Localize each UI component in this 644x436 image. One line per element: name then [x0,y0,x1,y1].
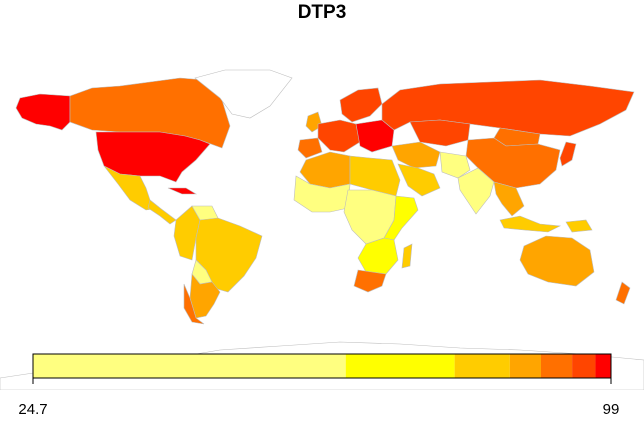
region-europe-west [317,119,361,153]
region-southern-africa [357,237,399,275]
legend-bin-1 [33,354,346,378]
region-canada [69,77,231,149]
region-new-zealand [615,281,631,305]
legend-bins [33,354,611,378]
region-new-guinea [565,219,593,233]
region-south-africa [353,269,387,293]
legend-min-label: 24.7 [18,401,47,418]
region-cuba [167,187,198,195]
region-greenland [194,69,293,119]
region-pakistan-afg [439,151,471,179]
map-title: DTP3 [297,2,347,23]
legend-bin-5 [540,354,573,378]
region-east-africa [383,195,419,241]
legend-bin-4 [509,354,541,378]
region-australia [519,235,595,287]
region-russia [381,79,635,137]
region-brazil [195,217,263,293]
legend-max-label: 99 [603,401,620,418]
region-iberia [297,137,323,159]
legend-bin-6 [572,354,596,378]
region-japan [559,141,577,167]
region-alaska [15,93,71,131]
region-india [457,167,495,215]
region-madagascar [401,243,413,269]
region-indonesia [499,215,562,233]
region-central-america [147,199,177,225]
legend-frame [32,353,612,379]
region-china [465,137,561,189]
region-egypt-libya [349,155,401,197]
region-scandinavia [339,87,383,123]
region-arabia [397,163,441,197]
legend-bin-7 [595,354,611,378]
color-legend: 24.7 99 [18,353,620,418]
legend-bin-2 [345,354,455,378]
legend-bin-3 [454,354,510,378]
region-southeast-asia [493,181,525,217]
region-chile-south [183,283,205,325]
